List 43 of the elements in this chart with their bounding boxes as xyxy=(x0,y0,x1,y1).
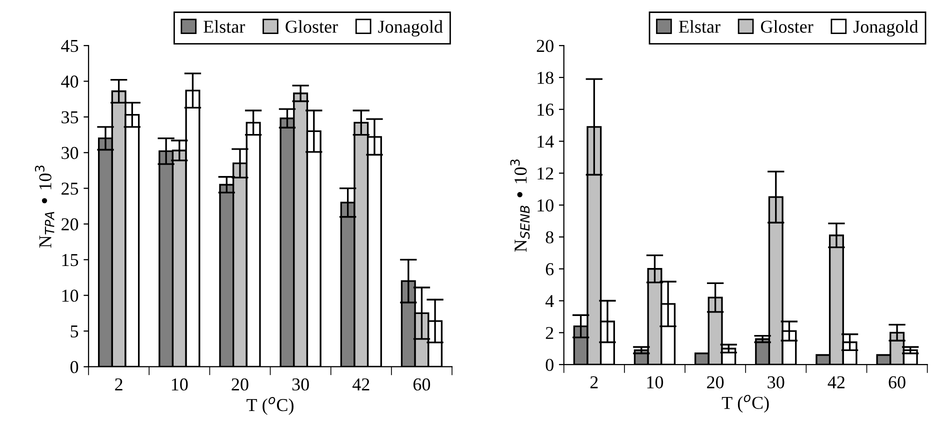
legend-label: Gloster xyxy=(286,20,338,33)
x-tick-label: 10 xyxy=(172,378,188,391)
y-tick-label: 20 xyxy=(536,40,554,52)
legend-label: Elstar xyxy=(678,20,720,33)
x-tick-label: 20 xyxy=(707,376,724,388)
x-tick-label: 2 xyxy=(115,378,122,390)
x-tick-label: 60 xyxy=(888,376,906,388)
y-tick-label: 40 xyxy=(61,76,78,88)
y-tick-label: 15 xyxy=(62,254,78,266)
x-tick-label: 20 xyxy=(232,378,248,391)
y-axis-title: N$_{SENB}$ • 10$^{3}$ xyxy=(510,160,530,252)
x-tick-label: 2 xyxy=(590,376,598,388)
legend-label: Gloster xyxy=(760,20,814,33)
y-tick-label: 25 xyxy=(62,182,78,195)
x-axis-title: T ($^{o}$C) xyxy=(246,396,294,415)
y-tick-label: 10 xyxy=(538,199,554,212)
x-tick-label: 30 xyxy=(768,376,784,388)
y-tick-label: 2 xyxy=(546,326,554,339)
y-tick-label: 18 xyxy=(538,72,554,84)
x-tick-label: 42 xyxy=(352,378,370,390)
legend-label: Jonagold xyxy=(378,20,443,37)
y-tick-label: 20 xyxy=(62,218,78,230)
y-tick-label: 30 xyxy=(62,146,78,160)
y-tick-label: 45 xyxy=(61,40,78,52)
x-tick-label: 42 xyxy=(828,376,844,388)
x-axis-title: T ($^{o}$C) xyxy=(722,394,769,413)
x-tick-label: 60 xyxy=(413,378,430,391)
legend-label: Jonagold xyxy=(853,20,918,37)
y-tick-label: 12 xyxy=(538,167,554,180)
x-tick-label: 10 xyxy=(647,376,664,388)
y-tick-label: 5 xyxy=(70,325,78,338)
y-tick-label: 10 xyxy=(62,290,78,302)
y-tick-label: 16 xyxy=(538,104,554,116)
legend-label: Elstar xyxy=(204,20,246,33)
y-tick-label: 6 xyxy=(546,263,554,276)
y-tick-label: 35 xyxy=(62,111,78,124)
y-tick-label: 0 xyxy=(546,358,554,371)
y-tick-label: 4 xyxy=(545,295,554,308)
y-axis-title: N$_{TPA}$ • 10$^{3}$ xyxy=(34,166,54,248)
x-tick-label: 30 xyxy=(292,378,309,391)
y-tick-label: 8 xyxy=(546,231,554,244)
y-tick-label: 14 xyxy=(538,136,554,148)
y-tick-label: 0 xyxy=(70,360,78,374)
